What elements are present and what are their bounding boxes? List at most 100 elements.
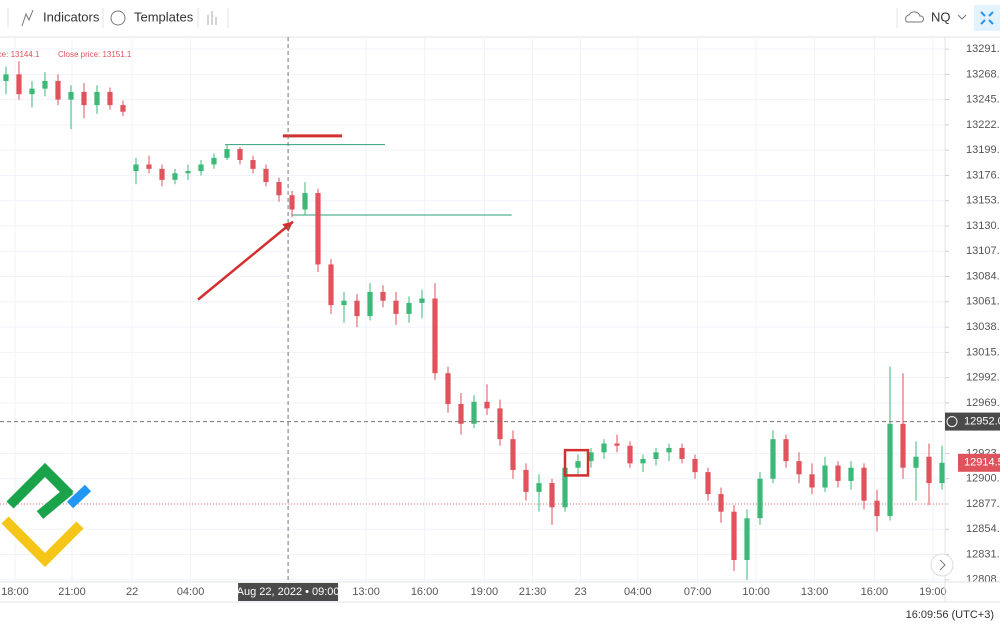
candle-body	[42, 80, 48, 89]
candle-body	[263, 168, 269, 183]
x-tick-label: 04:00	[177, 586, 205, 598]
x-tick-label: 04:00	[624, 586, 652, 598]
y-tick-label: 13038.0	[966, 321, 1000, 333]
logo-yellow	[1, 516, 84, 568]
candle-body	[822, 465, 828, 488]
x-tick-label: 07:00	[684, 586, 712, 598]
candle-body	[666, 447, 672, 453]
candle-body	[224, 149, 230, 158]
x-tick-label: 13:00	[352, 586, 380, 598]
x-tick-label: 19:00	[471, 586, 499, 598]
y-tick-label: 13268.0	[966, 68, 1000, 80]
y-tick-label: 12900.0	[966, 473, 1000, 485]
fullscreen-icon[interactable]	[980, 11, 994, 25]
candle-body	[705, 472, 711, 495]
y-tick-label: 13130.0	[966, 220, 1000, 232]
fullscreen-button[interactable]	[974, 5, 1000, 31]
cloud-icon[interactable]	[905, 11, 925, 23]
last-price-bg	[958, 453, 1000, 472]
last-price-label: 12914.5	[964, 457, 1000, 469]
candle-body	[380, 291, 386, 301]
candle-body	[55, 80, 61, 100]
legend-close: Close price: 13151.1	[58, 50, 132, 59]
y-tick-label: 13153.0	[966, 195, 1000, 207]
scroll-button[interactable]	[930, 553, 954, 577]
candle-body	[562, 467, 568, 508]
toolbar	[0, 0, 1000, 37]
candle-body	[29, 88, 35, 95]
candle-body	[328, 264, 334, 306]
y-tick-label: 13291.0	[966, 43, 1000, 55]
templates-button[interactable]: Templates	[134, 9, 194, 24]
candle-body	[627, 445, 633, 464]
candle-body	[523, 469, 529, 492]
y-tick-label: 13107.0	[966, 245, 1000, 257]
crosshair-y-label: 12952.0	[964, 415, 1000, 427]
candle-body	[237, 149, 243, 161]
candle-body	[211, 157, 217, 165]
candle-body	[302, 193, 308, 210]
x-tick-label: 16:00	[411, 586, 439, 598]
candle-body	[276, 182, 282, 196]
candle-body	[341, 300, 347, 306]
candle-body	[432, 298, 438, 374]
candle-body	[809, 474, 815, 488]
candle-body	[718, 494, 724, 512]
candle-body	[3, 74, 9, 81]
candle-body	[94, 91, 100, 106]
legend-open: Open price: 13144.1	[0, 50, 40, 59]
templates-icon[interactable]	[110, 10, 126, 26]
candle-body	[601, 443, 607, 453]
chart-type-icon[interactable]	[207, 11, 217, 25]
candle-body	[250, 160, 256, 169]
y-tick-label: 12831.0	[966, 548, 1000, 560]
candle-body	[770, 439, 776, 479]
logo-blue	[66, 484, 92, 509]
x-tick-label: 16:00	[861, 586, 889, 598]
candle-body	[419, 298, 425, 303]
candle-body	[406, 302, 412, 314]
candle-body	[133, 164, 139, 172]
candle-body	[159, 168, 165, 180]
candle-body	[367, 291, 373, 317]
candle-body	[848, 467, 854, 481]
candle-body	[497, 408, 503, 440]
candle-body	[484, 401, 490, 409]
candle-body	[835, 465, 841, 481]
y-tick-label: 12877.0	[966, 498, 1000, 510]
x-tick-label: 22	[126, 586, 138, 598]
symbol-button[interactable]: NQ	[931, 9, 951, 24]
candle-body	[185, 171, 191, 174]
logo	[1, 462, 92, 568]
candle-body	[640, 458, 646, 464]
symbol-dropdown[interactable]	[957, 14, 967, 20]
arrow-line	[197, 220, 294, 301]
candle-body	[653, 452, 659, 459]
scroll-icon[interactable]	[939, 559, 946, 571]
highlight-box	[563, 448, 590, 477]
candle-body	[471, 401, 477, 424]
candle-body	[692, 458, 698, 473]
x-tick-label: 21:00	[58, 586, 86, 598]
candle-body	[536, 483, 542, 492]
candle-body	[510, 439, 516, 470]
candle-body	[588, 452, 594, 462]
candle-body	[289, 195, 295, 210]
x-tick-label: 10:00	[742, 586, 770, 598]
candle-body	[315, 193, 321, 265]
candle-body	[679, 447, 685, 459]
crosshair-y-label-bg	[945, 412, 1000, 431]
candle-body	[172, 173, 178, 180]
candle-body	[575, 461, 581, 468]
candle-body	[874, 500, 880, 517]
candle-body	[549, 483, 555, 508]
candle-body	[731, 511, 737, 561]
logo-green	[6, 462, 74, 519]
indicators-button[interactable]: Indicators	[43, 9, 100, 24]
y-tick-label: 12854.0	[966, 523, 1000, 535]
indicators-icon[interactable]	[21, 9, 34, 27]
candle-body	[198, 164, 204, 172]
y-tick-label: 12992.0	[966, 372, 1000, 384]
